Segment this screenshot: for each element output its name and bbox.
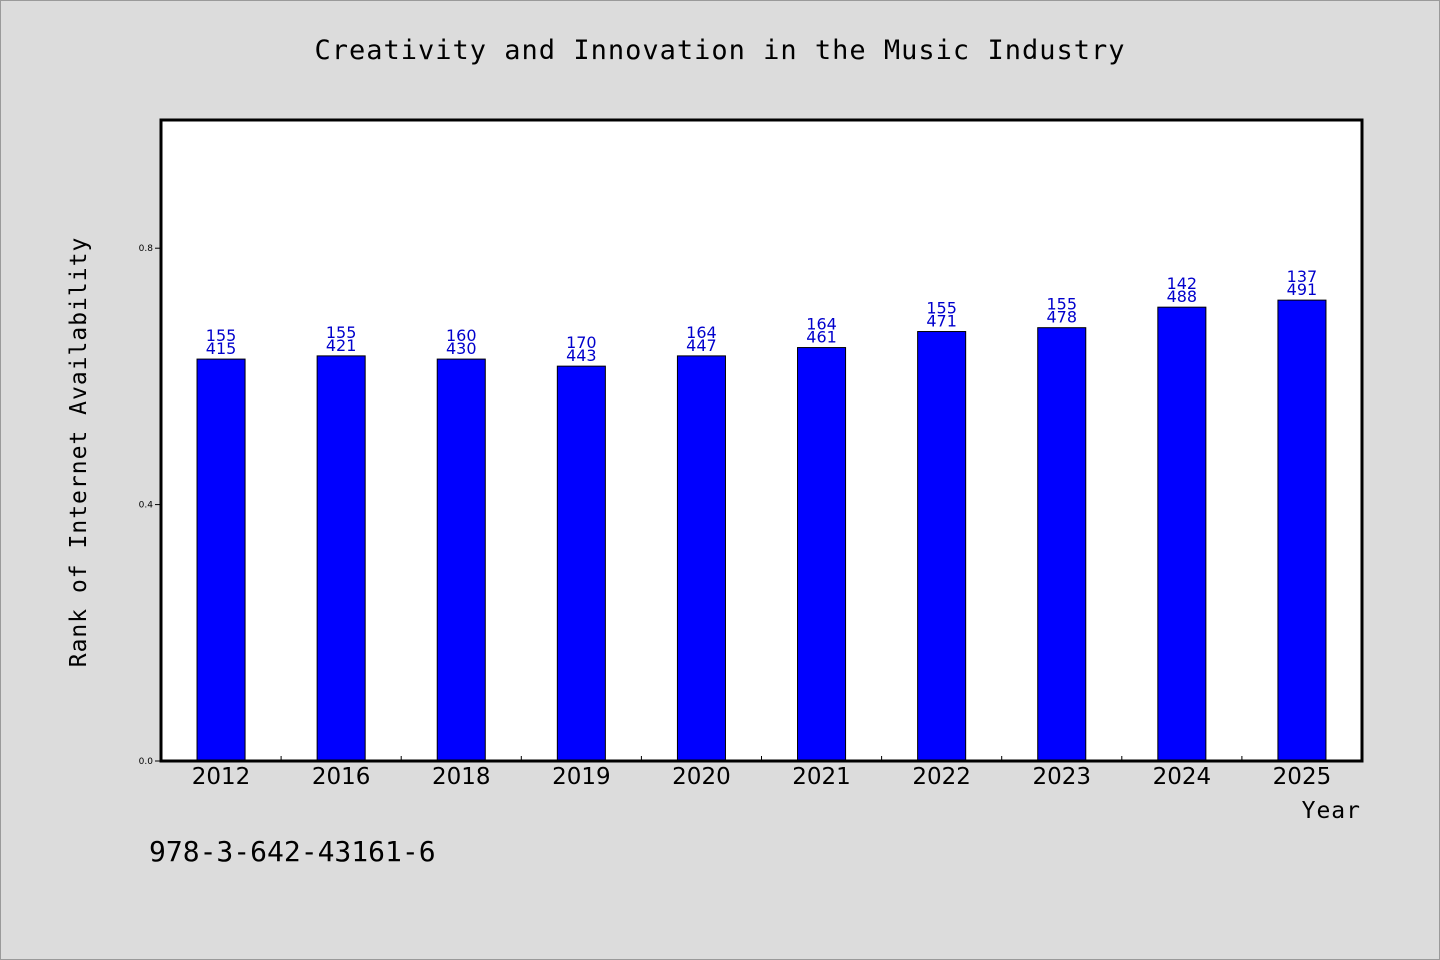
x-tick-label: 2016 bbox=[312, 764, 371, 790]
x-tick-label: 2022 bbox=[912, 764, 971, 790]
data-label-top: 155 bbox=[206, 326, 237, 345]
data-label-top: 155 bbox=[926, 299, 957, 318]
bars-layer bbox=[196, 299, 1327, 762]
x-tick-label: 2019 bbox=[552, 764, 611, 790]
x-axis-title: Year bbox=[1302, 798, 1361, 824]
bar-2022 bbox=[917, 331, 967, 762]
data-label-top: 155 bbox=[1046, 295, 1077, 314]
data-label-bottom: 491 bbox=[1287, 280, 1318, 299]
x-tick-label: 2018 bbox=[432, 764, 491, 790]
bar-2020 bbox=[676, 355, 726, 762]
bar-2016 bbox=[316, 355, 366, 762]
data-label-bottom: 488 bbox=[1167, 287, 1198, 306]
data-label-bottom: 415 bbox=[206, 339, 237, 358]
bar-2024 bbox=[1157, 306, 1207, 762]
y-tick-label: 0.4 bbox=[139, 501, 154, 511]
x-tick-label: 2020 bbox=[672, 764, 731, 790]
x-tick-label: 2012 bbox=[192, 764, 251, 790]
y-tick-label: 0.8 bbox=[139, 244, 154, 254]
data-label-top: 155 bbox=[326, 323, 357, 342]
data-label-bottom: 421 bbox=[326, 336, 357, 355]
labels-layer: 1554152012155421201616043020181704432019… bbox=[192, 267, 1331, 790]
data-label-top: 164 bbox=[686, 323, 717, 342]
footnote-isbn: 978-3-642-43161-6 bbox=[149, 835, 436, 868]
data-label-top: 160 bbox=[446, 326, 477, 345]
bar-2019 bbox=[556, 365, 606, 762]
y-tick-label: 0.0 bbox=[139, 757, 154, 767]
x-tick-label: 2025 bbox=[1273, 764, 1332, 790]
data-label-bottom: 443 bbox=[566, 346, 597, 365]
data-label-bottom: 430 bbox=[446, 339, 477, 358]
data-label-bottom: 471 bbox=[926, 312, 957, 331]
data-label-top: 170 bbox=[566, 333, 597, 352]
x-tick-label: 2021 bbox=[792, 764, 851, 790]
data-label-top: 164 bbox=[806, 315, 837, 334]
bar-2025 bbox=[1277, 299, 1327, 762]
x-tick-label: 2024 bbox=[1153, 764, 1212, 790]
data-label-bottom: 447 bbox=[686, 336, 717, 355]
data-label-bottom: 478 bbox=[1046, 308, 1077, 327]
bar-2021 bbox=[797, 347, 847, 762]
bar-2023 bbox=[1037, 327, 1087, 762]
data-label-top: 142 bbox=[1167, 274, 1198, 293]
data-label-bottom: 461 bbox=[806, 328, 837, 347]
bar-2012 bbox=[196, 358, 246, 762]
y-axis-title: Rank of Internet Availability bbox=[66, 237, 92, 668]
plot-frame bbox=[159, 118, 1364, 763]
bar-2018 bbox=[436, 358, 486, 762]
x-tick-label: 2023 bbox=[1032, 764, 1091, 790]
chart-title: Creativity and Innovation in the Music I… bbox=[314, 35, 1126, 66]
data-label-top: 137 bbox=[1287, 267, 1318, 286]
